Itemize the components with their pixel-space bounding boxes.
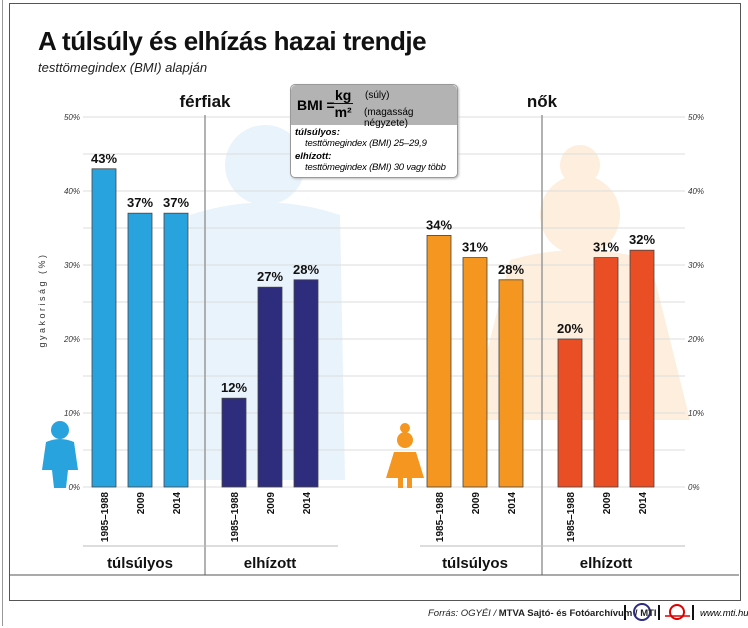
bar — [163, 212, 189, 488]
website-link[interactable]: www.mti.hu — [700, 608, 748, 619]
x-tick-label: 1985–1988 — [435, 492, 446, 542]
group-label: túlsúlyos — [442, 555, 508, 572]
y-tick-left: 50% — [64, 113, 80, 122]
man-silhouette-head — [225, 125, 305, 205]
x-tick-label: 2009 — [136, 492, 147, 515]
mtva-logo-icon — [633, 603, 651, 621]
x-tick-label: 1985–1988 — [230, 492, 241, 542]
data-label: 32% — [629, 232, 655, 247]
overweight-man-icon — [42, 439, 78, 488]
def-obese-term: elhízott: — [295, 151, 332, 162]
x-tick-label: 2009 — [602, 492, 613, 515]
x-tick-label: 2014 — [302, 492, 313, 515]
x-tick-label: 1985–1988 — [566, 492, 577, 542]
data-label: 28% — [293, 262, 319, 277]
woman-icon-leg — [398, 478, 403, 488]
chart-title: A túlsúly és elhízás hazai trendje — [38, 26, 427, 56]
bar — [593, 257, 619, 488]
bmi-denominator: m² — [334, 104, 352, 120]
bar — [498, 279, 524, 488]
data-label: 20% — [557, 321, 583, 336]
def-obese-text: testtömegindex (BMI) 30 vagy több — [305, 162, 446, 173]
y-tick-left: 30% — [64, 261, 80, 270]
woman-silhouette-bun — [560, 145, 600, 185]
def-overweight-term: túlsúlyos: — [295, 127, 340, 138]
bmi-fraction: kg m² — [333, 87, 354, 120]
bmi-numerator-note: (súly) — [365, 90, 390, 101]
bmi-label: BMI = — [297, 97, 335, 113]
y-tick-right: 40% — [688, 187, 704, 196]
data-label: 27% — [257, 269, 283, 284]
x-tick-label: 2014 — [507, 492, 518, 515]
bar — [462, 257, 488, 488]
group-label: túlsúlyos — [107, 555, 173, 572]
bmi-legend-box: BMI = kg m² (súly) (magasság négyzete) t… — [290, 84, 458, 178]
woman-silhouette-head — [540, 175, 620, 255]
y-tick-right: 0% — [688, 483, 700, 492]
x-tick-label: 2009 — [266, 492, 277, 515]
group-label: elhízott — [244, 555, 297, 572]
bar — [557, 338, 583, 488]
frame — [9, 3, 741, 601]
y-tick-right: 20% — [687, 335, 704, 344]
data-label: 37% — [163, 195, 189, 210]
x-tick-label: 1985–1988 — [100, 492, 111, 542]
overweight-man-icon-head — [51, 421, 69, 439]
bar — [127, 212, 153, 488]
data-label: 31% — [593, 240, 619, 255]
bar — [91, 168, 117, 488]
bar — [293, 279, 319, 488]
y-tick-right: 50% — [688, 113, 704, 122]
y-tick-left: 10% — [64, 409, 80, 418]
y-tick-left: 0% — [68, 483, 80, 492]
bmi-denominator-note: (magasság négyzete) — [364, 107, 414, 129]
y-axis-label: gyakoriság (%) — [37, 252, 47, 347]
y-tick-right: 10% — [688, 409, 704, 418]
bar — [629, 249, 655, 488]
bar — [221, 397, 247, 488]
woman-icon-head — [397, 432, 413, 448]
data-label: 28% — [498, 262, 524, 277]
woman-icon-bun — [400, 423, 410, 433]
source-credit: Forrás: OGYÉI / MTVA Sajtó- és Fotóarchí… — [428, 608, 657, 619]
panel-title: nők — [527, 92, 558, 111]
woman-icon-leg — [407, 478, 412, 488]
y-tick-left: 40% — [64, 187, 80, 196]
panel-title: férfiak — [179, 92, 231, 111]
data-label: 37% — [127, 195, 153, 210]
def-overweight-text: testtömegindex (BMI) 25–29,9 — [305, 138, 427, 149]
x-tick-label: 2009 — [471, 492, 482, 515]
x-tick-label: 2014 — [172, 492, 183, 515]
y-tick-left: 20% — [63, 335, 80, 344]
mti-logo-icon — [669, 604, 685, 620]
data-label: 31% — [462, 240, 488, 255]
group-label: elhízott — [580, 555, 633, 572]
data-label: 43% — [91, 151, 117, 166]
data-label: 34% — [426, 217, 452, 232]
y-tick-right: 30% — [688, 261, 704, 270]
data-label: 12% — [221, 380, 247, 395]
bar — [257, 286, 283, 488]
bar — [426, 234, 452, 488]
bmi-numerator: kg — [333, 87, 354, 104]
overweight-woman-icon — [386, 452, 424, 478]
x-tick-label: 2014 — [638, 492, 649, 515]
chart-subtitle: testtömegindex (BMI) alapján — [38, 60, 208, 75]
